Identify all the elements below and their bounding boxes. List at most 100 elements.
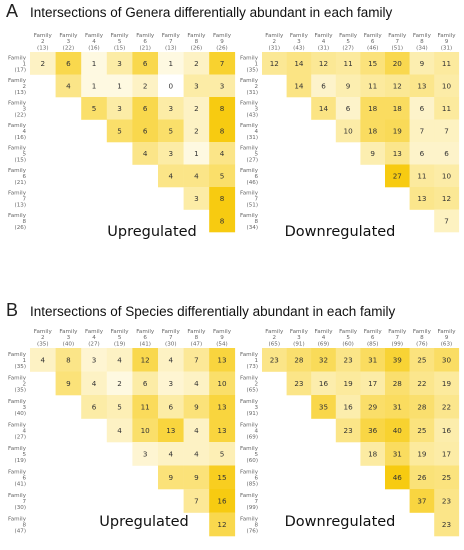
row-count: (21) <box>15 180 26 186</box>
heatmap-cell <box>385 371 410 396</box>
column-label-number: 2 <box>41 335 45 341</box>
column-label-number: 8 <box>195 335 199 341</box>
heatmap-cell <box>385 164 410 188</box>
row-count: (41) <box>15 481 26 487</box>
cell-value: 20 <box>393 59 403 68</box>
cell-value: 4 <box>117 355 122 364</box>
heatmap-cell <box>335 52 361 75</box>
column-label-number: 3 <box>297 39 301 45</box>
panel-a-letter: A <box>6 1 19 21</box>
cell-value: 19 <box>393 126 403 135</box>
row-count: (46) <box>247 180 258 186</box>
cell-value: 2 <box>194 104 199 113</box>
heatmap-cell <box>132 74 159 98</box>
heatmap-cell <box>209 164 236 188</box>
row-label: Family <box>8 213 27 219</box>
cell-value: 13 <box>217 402 226 411</box>
heatmap-cell <box>360 418 386 443</box>
cell-value: 12 <box>270 59 279 68</box>
heatmap-title: Downregulated <box>285 514 396 530</box>
heatmap-cell <box>360 442 386 466</box>
cell-value: 4 <box>194 379 199 388</box>
column-count: (15) <box>114 46 125 52</box>
cell-value: 23 <box>270 355 279 364</box>
column-label-number: 3 <box>67 39 71 45</box>
row-label-number: 6 <box>254 475 258 481</box>
panel-b-letter: B <box>6 300 19 320</box>
column-count: (31) <box>318 46 329 52</box>
heatmap-cell <box>81 395 108 419</box>
row-label-number: 7 <box>22 499 26 505</box>
cell-value: 4 <box>143 149 148 158</box>
cell-value: 8 <box>220 216 225 225</box>
heatmap-cell <box>409 371 435 396</box>
column-label-number: 2 <box>273 39 277 45</box>
cell-value: 1 <box>169 59 174 68</box>
column-label: Family <box>315 329 334 335</box>
cell-value: 18 <box>393 104 403 113</box>
row-label-number: 4 <box>22 428 26 434</box>
cell-value: 3 <box>220 81 225 90</box>
column-label: Family <box>315 33 334 39</box>
row-label: Family <box>8 123 27 129</box>
heatmap-cell <box>55 74 82 98</box>
cell-value: 30 <box>442 355 452 364</box>
cell-value: 15 <box>368 59 377 68</box>
column-label-number: 9 <box>220 335 224 341</box>
heatmap-cell <box>183 52 210 75</box>
column-label-number: 4 <box>322 335 326 341</box>
heatmap-cell <box>183 418 210 443</box>
cell-value: 18 <box>368 449 378 458</box>
heatmap-cell <box>409 164 435 188</box>
heatmap-cell <box>262 348 287 372</box>
cell-value: 3 <box>169 149 174 158</box>
heatmap-cell <box>183 119 210 143</box>
column-count: (27) <box>88 342 99 348</box>
cell-value: 8 <box>220 104 225 113</box>
cell-value: 3 <box>169 104 174 113</box>
heatmap-cell <box>209 119 236 143</box>
cell-value: 7 <box>420 126 425 135</box>
cell-value: 31 <box>393 402 402 411</box>
cell-value: 2 <box>41 59 46 68</box>
row-count: (51) <box>247 202 258 208</box>
row-label: Family <box>240 123 259 129</box>
row-label: Family <box>8 100 27 106</box>
heatmap-cell <box>81 348 108 372</box>
heatmap-cell <box>385 348 410 372</box>
row-count: (91) <box>247 411 258 417</box>
heatmap-cell <box>158 395 184 419</box>
cell-value: 8 <box>220 126 225 135</box>
row-label: Family <box>240 422 259 428</box>
heatmap-cell <box>158 97 184 120</box>
row-count: (35) <box>247 67 258 73</box>
cell-value: 46 <box>393 473 403 482</box>
heatmap-cell <box>183 142 210 165</box>
row-label-number: 1 <box>22 358 26 364</box>
cell-value: 35 <box>319 402 328 411</box>
cell-value: 10 <box>442 81 452 90</box>
heatmap-cell <box>262 52 287 75</box>
heatmap-cell <box>434 395 460 419</box>
column-count: (30) <box>165 342 176 348</box>
column-count: (22) <box>63 46 74 52</box>
cell-value: 6 <box>420 104 425 113</box>
row-count: (16) <box>15 135 26 141</box>
row-label-number: 5 <box>22 151 26 157</box>
column-label-number: 3 <box>67 335 71 341</box>
row-label-number: 6 <box>22 475 26 481</box>
heatmap-cell <box>81 371 108 396</box>
heatmap-cell <box>132 418 159 443</box>
column-count: (65) <box>269 342 280 348</box>
column-count: (31) <box>441 46 452 52</box>
heatmap-cell <box>132 348 159 372</box>
cell-value: 16 <box>217 496 227 505</box>
column-label-number: 7 <box>169 335 173 341</box>
cell-value: 13 <box>166 426 175 435</box>
cell-value: 2 <box>194 126 199 135</box>
column-label-number: 2 <box>41 39 45 45</box>
cell-value: 10 <box>442 171 452 180</box>
heatmap-cell <box>360 119 386 143</box>
heatmap-title: Upregulated <box>99 514 189 530</box>
row-label-number: 4 <box>254 129 258 135</box>
